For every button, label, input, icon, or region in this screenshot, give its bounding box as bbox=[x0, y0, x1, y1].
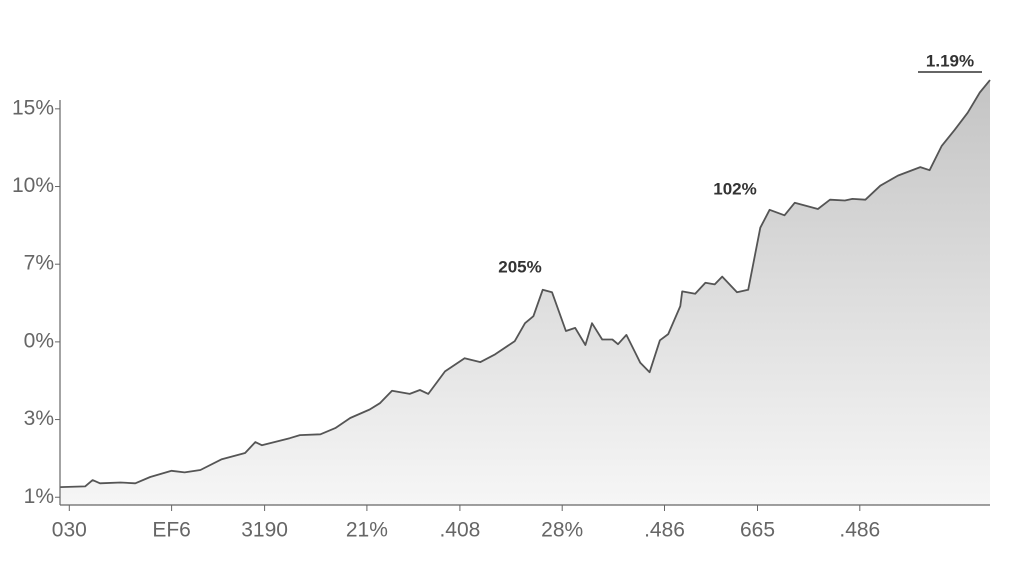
y-tick-label: 0% bbox=[24, 329, 54, 352]
x-tick-label: 030 bbox=[52, 519, 87, 542]
y-tick-label: 1% bbox=[24, 485, 54, 508]
x-tick-label: 3190 bbox=[241, 519, 288, 542]
x-tick-label: 21% bbox=[346, 519, 388, 542]
y-tick-label: 3% bbox=[24, 407, 54, 430]
annotation: 1.19% bbox=[926, 51, 974, 70]
y-tick-label: 10% bbox=[12, 174, 54, 197]
x-tick-label: 28% bbox=[541, 519, 583, 542]
annotation: 102% bbox=[713, 179, 756, 198]
x-tick-label: 665 bbox=[740, 519, 775, 542]
area-fill bbox=[60, 80, 990, 505]
x-tick-label: EF6 bbox=[152, 519, 191, 542]
area-line bbox=[59, 79, 991, 488]
annotation: 205% bbox=[498, 257, 541, 276]
y-tick-label: 7% bbox=[24, 252, 54, 275]
x-tick-label: .408 bbox=[439, 519, 480, 542]
x-tick-label: .486 bbox=[644, 519, 685, 542]
y-tick-label: 15% bbox=[12, 96, 54, 119]
x-tick-label: .486 bbox=[839, 519, 880, 542]
